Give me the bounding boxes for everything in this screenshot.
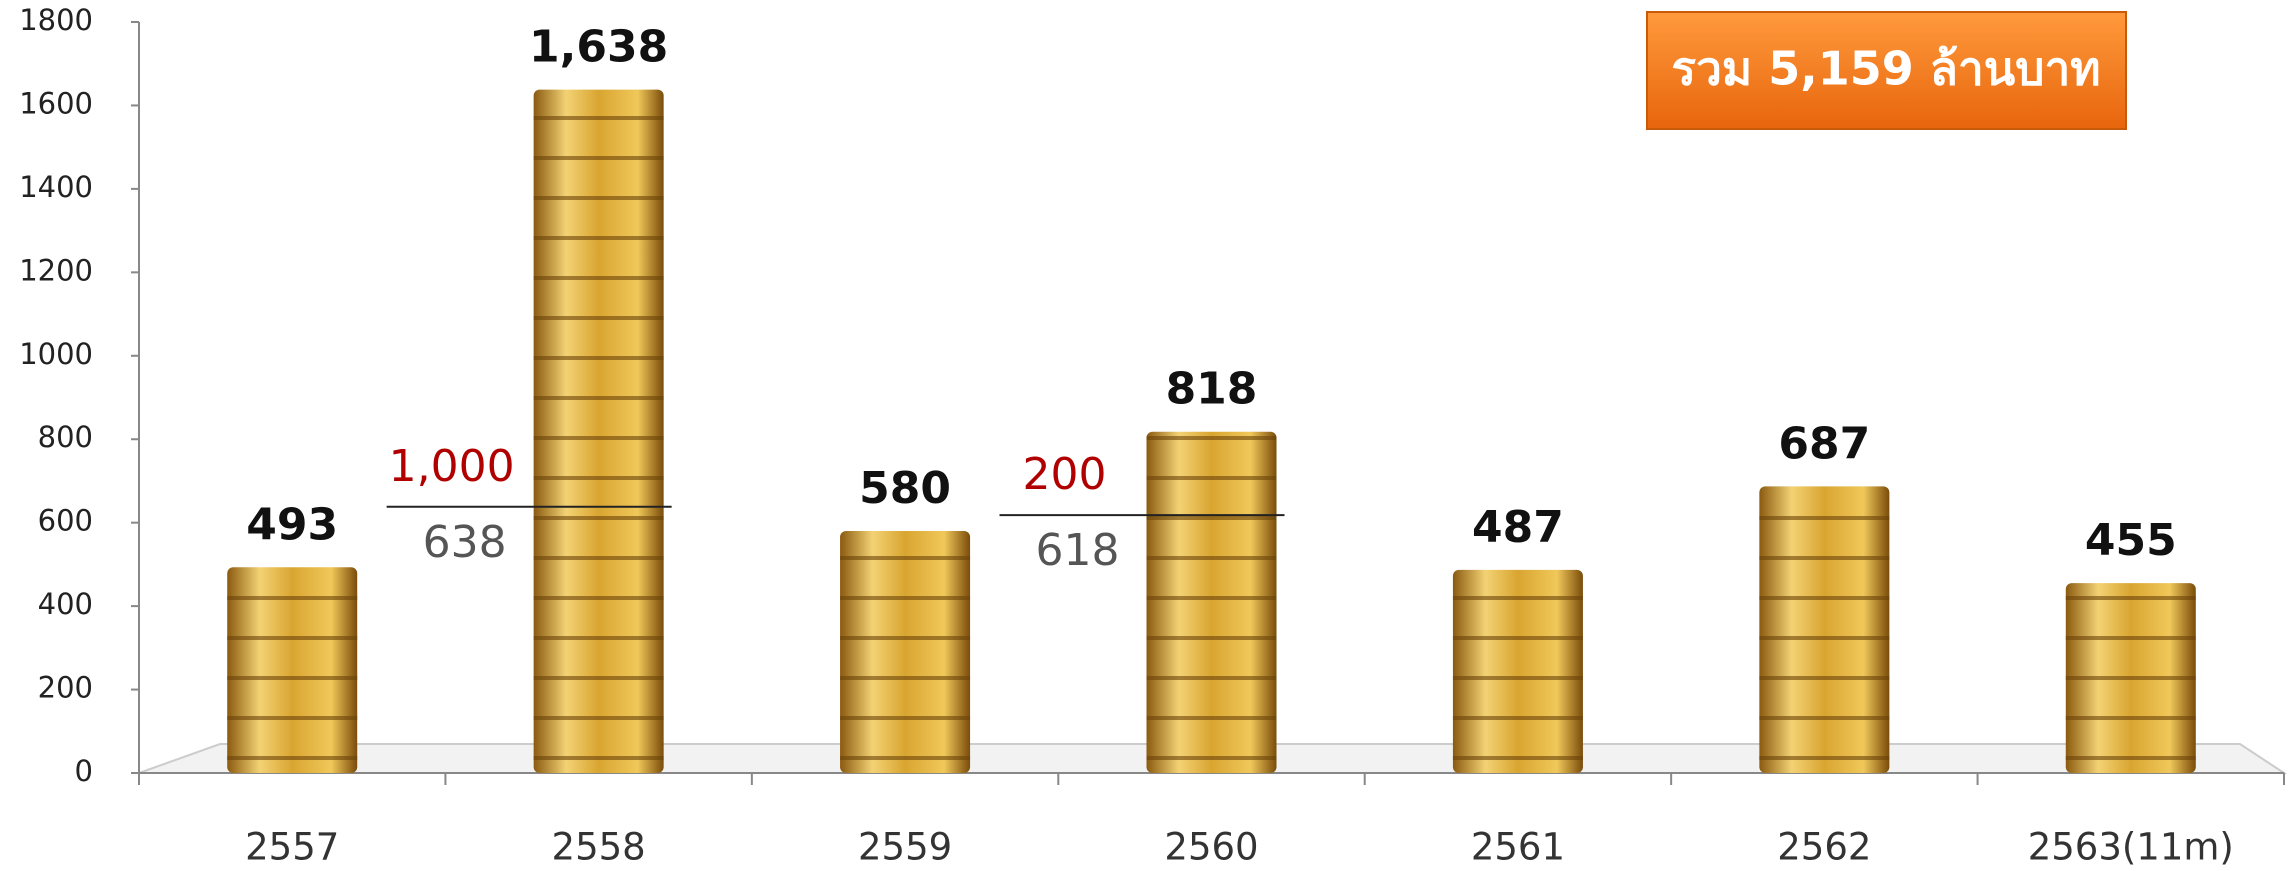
y-tick-label: 600 xyxy=(38,504,93,538)
total-note: รวม 5,159 ล้านบาท xyxy=(1671,42,2100,96)
split-label-top: 200 xyxy=(1023,449,1107,500)
bar-coins xyxy=(2065,583,2196,773)
value-label: 455 xyxy=(2085,515,2177,566)
total-box: รวม 5,159 ล้านบาท xyxy=(1646,11,2127,130)
bar-coins xyxy=(840,531,971,773)
value-label: 580 xyxy=(859,463,951,514)
value-label: 487 xyxy=(1472,502,1564,553)
bar-coins xyxy=(1452,569,1583,773)
bar-coins xyxy=(1759,486,1890,773)
x-tick-label: 2561 xyxy=(1471,826,1565,869)
y-tick-label: 200 xyxy=(38,671,93,705)
y-tick-label: 1200 xyxy=(19,253,93,287)
y-tick-label: 800 xyxy=(38,420,93,454)
y-tick-label: 1800 xyxy=(19,3,93,37)
y-tick-label: 1600 xyxy=(19,86,93,120)
bar-coins xyxy=(533,89,664,774)
bar-coins xyxy=(1146,431,1277,773)
y-tick-label: 400 xyxy=(38,587,93,621)
x-tick-label: 2562 xyxy=(1777,826,1871,869)
total-box-bg xyxy=(1646,11,2127,130)
value-label: 818 xyxy=(1166,364,1258,415)
x-tick-label: 2559 xyxy=(858,826,952,869)
value-label: 1,638 xyxy=(529,22,668,73)
split-label-top: 1,000 xyxy=(389,441,515,492)
x-tick-label: 2558 xyxy=(552,826,646,869)
split-label-bottom: 638 xyxy=(423,517,507,568)
y-tick-label: 0 xyxy=(75,754,93,788)
y-tick-label: 1400 xyxy=(19,170,93,204)
x-tick-label: 2557 xyxy=(245,826,339,869)
bar-coins xyxy=(227,567,358,773)
split-label-bottom: 618 xyxy=(1036,525,1120,576)
value-label: 687 xyxy=(1778,418,1870,469)
x-tick-label: 2563(11m) xyxy=(2028,826,2234,869)
value-label: 493 xyxy=(246,499,338,550)
y-tick-label: 1000 xyxy=(19,337,93,371)
x-tick-label: 2560 xyxy=(1164,826,1258,869)
